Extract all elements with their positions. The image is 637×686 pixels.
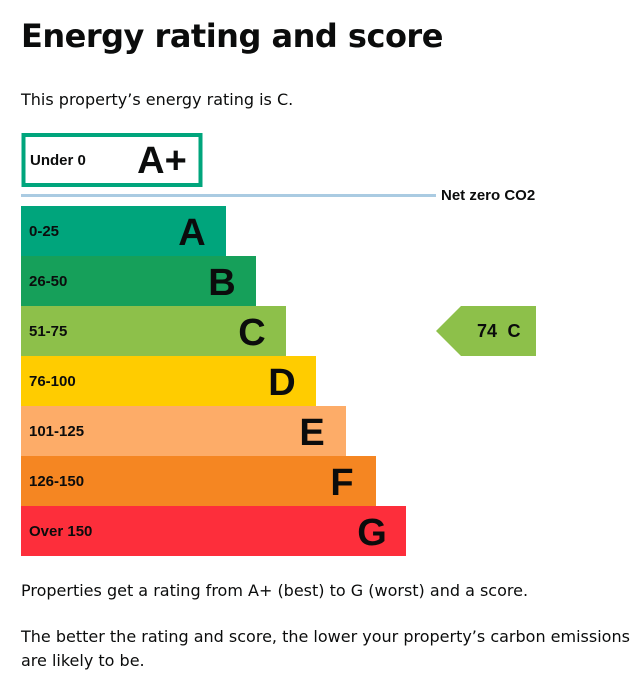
intro-text: This property’s energy rating is C. xyxy=(21,90,294,109)
band-b-letter: B xyxy=(208,262,235,304)
band-aplus-frame xyxy=(21,133,203,187)
band-a-range: 0-25 xyxy=(29,223,59,240)
current-rating-score: 74 xyxy=(477,321,497,341)
band-b-bar xyxy=(21,256,256,306)
band-g-range: Over 150 xyxy=(29,523,92,540)
band-c-letter: C xyxy=(238,312,265,354)
band-d-range: 76-100 xyxy=(29,373,76,390)
band-c-range: 51-75 xyxy=(29,323,67,340)
band-aplus-letter: A+ xyxy=(137,140,187,182)
carbon-explanation: The better the rating and score, the low… xyxy=(21,627,630,670)
rating-explanation: Properties get a rating from A+ (best) t… xyxy=(21,581,529,600)
band-e-letter: E xyxy=(299,412,324,454)
current-rating-arrow xyxy=(436,306,536,356)
band-d-bar xyxy=(21,356,316,406)
band-a-letter: A xyxy=(178,212,205,254)
energy-rating-chart: Under 0 A+ Net zero CO2 0-25 A 26-50 B 51-75… xyxy=(21,133,536,556)
current-rating-marker: 74 C xyxy=(436,306,536,356)
band-f-range: 126-150 xyxy=(29,473,84,490)
band-g-letter: G xyxy=(357,512,387,554)
band-d-letter: D xyxy=(268,362,295,404)
band-e-range: 101-125 xyxy=(29,423,84,440)
band-f-letter: F xyxy=(330,462,353,504)
band-a-bar xyxy=(21,206,226,256)
band-g-bar xyxy=(21,506,406,556)
current-rating-letter: C xyxy=(508,321,521,341)
net-zero-label: Net zero CO2 xyxy=(441,187,535,204)
page-title: Energy rating and score xyxy=(21,17,443,55)
band-aplus-range: Under 0 xyxy=(30,152,86,169)
band-f-bar xyxy=(21,456,376,506)
rating-bands: 0-25 A 26-50 B 51-75 C 76-100 D 101-125 E 126-150 F… xyxy=(21,206,406,556)
band-c-bar xyxy=(21,306,286,356)
band-b-range: 26-50 xyxy=(29,273,67,290)
band-e-bar xyxy=(21,406,346,456)
